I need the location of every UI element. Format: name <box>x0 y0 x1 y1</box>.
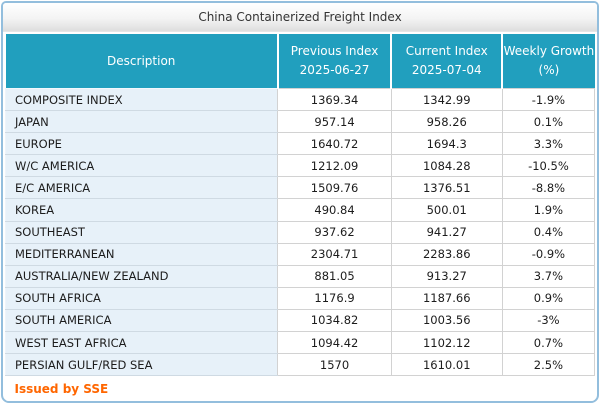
table-row: WEST EAST AFRICA 1094.42 1102.12 0.7% <box>4 331 596 355</box>
cell-previous-index: 937.62 <box>277 220 392 244</box>
cell-previous-index: 1094.42 <box>277 331 392 355</box>
table-body: COMPOSITE INDEX 1369.34 1342.99 -1.9% JAPAN 9… <box>4 87 596 377</box>
cell-description: SOUTH AFRICA <box>4 286 279 310</box>
cell-previous-index: 490.84 <box>277 198 392 222</box>
table-row: SOUTHEAST 937.62 941.27 0.4% <box>4 220 596 244</box>
cell-current-index: 1610.01 <box>390 353 503 377</box>
table-row: KOREA 490.84 500.01 1.9% <box>4 198 596 222</box>
cell-previous-index: 1369.34 <box>277 87 392 112</box>
cell-previous-index: 881.05 <box>277 264 392 288</box>
ccfi-panel: China Containerized Freight Index Descri… <box>1 1 599 403</box>
cell-current-index: 500.01 <box>390 198 503 222</box>
cell-description: COMPOSITE INDEX <box>4 87 279 112</box>
cell-description: E/C AMERICA <box>4 176 279 200</box>
table-footer: Issued by SSE <box>5 375 595 401</box>
cell-current-index: 1084.28 <box>390 154 503 178</box>
panel-title-bar: China Containerized Freight Index <box>3 3 597 32</box>
cell-weekly-growth: 0.4% <box>501 220 596 244</box>
cell-current-index: 913.27 <box>390 264 503 288</box>
cell-weekly-growth: 0.9% <box>501 286 596 310</box>
cell-weekly-growth: 0.7% <box>501 331 596 355</box>
cell-description: KOREA <box>4 198 279 222</box>
cell-previous-index: 1570 <box>277 353 392 377</box>
cell-description: JAPAN <box>4 110 279 134</box>
table-row: SOUTH AMERICA 1034.82 1003.56 -3% <box>4 308 596 333</box>
cell-current-index: 958.26 <box>390 110 503 134</box>
column-header-previous-index: Previous Index 2025-06-27 <box>276 34 392 89</box>
table-wrapper: Description Previous Index 2025-06-27 Curre… <box>3 32 597 401</box>
cell-description: SOUTH AMERICA <box>4 308 279 333</box>
cell-current-index: 1694.3 <box>390 132 503 156</box>
cell-description: SOUTHEAST <box>4 220 279 244</box>
table-header: Description Previous Index 2025-06-27 Curre… <box>5 34 595 89</box>
table-row: PERSIAN GULF/RED SEA 1570 1610.01 2.5% <box>4 353 596 377</box>
cell-weekly-growth: -10.5% <box>501 154 596 178</box>
cell-weekly-growth: 0.1% <box>501 110 596 134</box>
cell-current-index: 1342.99 <box>390 87 503 112</box>
table-row: SOUTH AFRICA 1176.9 1187.66 0.9% <box>4 286 596 310</box>
panel-title: China Containerized Freight Index <box>198 10 402 24</box>
cell-previous-index: 1212.09 <box>277 154 392 178</box>
ccfi-table: Description Previous Index 2025-06-27 Curre… <box>4 34 596 401</box>
cell-weekly-growth: 3.3% <box>501 132 596 156</box>
cell-previous-index: 1176.9 <box>277 286 392 310</box>
cell-description: WEST EAST AFRICA <box>4 331 279 355</box>
cell-current-index: 1102.12 <box>390 331 503 355</box>
column-header-description: Description <box>5 34 278 89</box>
table-row: E/C AMERICA 1509.76 1376.51 -8.8% <box>4 176 596 200</box>
cell-weekly-growth: -3% <box>501 308 596 333</box>
cell-previous-index: 2304.71 <box>277 242 392 266</box>
cell-description: EUROPE <box>4 132 279 156</box>
cell-weekly-growth: -8.8% <box>501 176 596 200</box>
cell-current-index: 1003.56 <box>390 308 503 333</box>
table-row: W/C AMERICA 1212.09 1084.28 -10.5% <box>4 154 596 178</box>
cell-current-index: 1376.51 <box>390 176 503 200</box>
issuer-note: Issued by SSE <box>5 375 595 401</box>
cell-description: MEDITERRANEAN <box>4 242 279 266</box>
cell-description: PERSIAN GULF/RED SEA <box>4 353 279 377</box>
cell-weekly-growth: 3.7% <box>501 264 596 288</box>
cell-previous-index: 1640.72 <box>277 132 392 156</box>
column-header-current-index: Current Index 2025-07-04 <box>390 34 503 89</box>
cell-current-index: 941.27 <box>390 220 503 244</box>
cell-weekly-growth: 1.9% <box>501 198 596 222</box>
cell-current-index: 1187.66 <box>390 286 503 310</box>
column-header-weekly-growth: Weekly Growth (%) <box>501 34 595 89</box>
cell-previous-index: 957.14 <box>277 110 392 134</box>
table-row: AUSTRALIA/NEW ZEALAND 881.05 913.27 3.7% <box>4 264 596 288</box>
cell-previous-index: 1034.82 <box>277 308 392 333</box>
table-row: COMPOSITE INDEX 1369.34 1342.99 -1.9% <box>4 87 596 112</box>
cell-weekly-growth: -1.9% <box>501 87 596 112</box>
cell-weekly-growth: -0.9% <box>501 242 596 266</box>
table-row: JAPAN 957.14 958.26 0.1% <box>4 110 596 134</box>
table-row: EUROPE 1640.72 1694.3 3.3% <box>4 132 596 156</box>
cell-weekly-growth: 2.5% <box>501 353 596 377</box>
cell-current-index: 2283.86 <box>390 242 503 266</box>
cell-description: W/C AMERICA <box>4 154 279 178</box>
cell-previous-index: 1509.76 <box>277 176 392 200</box>
table-row: MEDITERRANEAN 2304.71 2283.86 -0.9% <box>4 242 596 266</box>
cell-description: AUSTRALIA/NEW ZEALAND <box>4 264 279 288</box>
